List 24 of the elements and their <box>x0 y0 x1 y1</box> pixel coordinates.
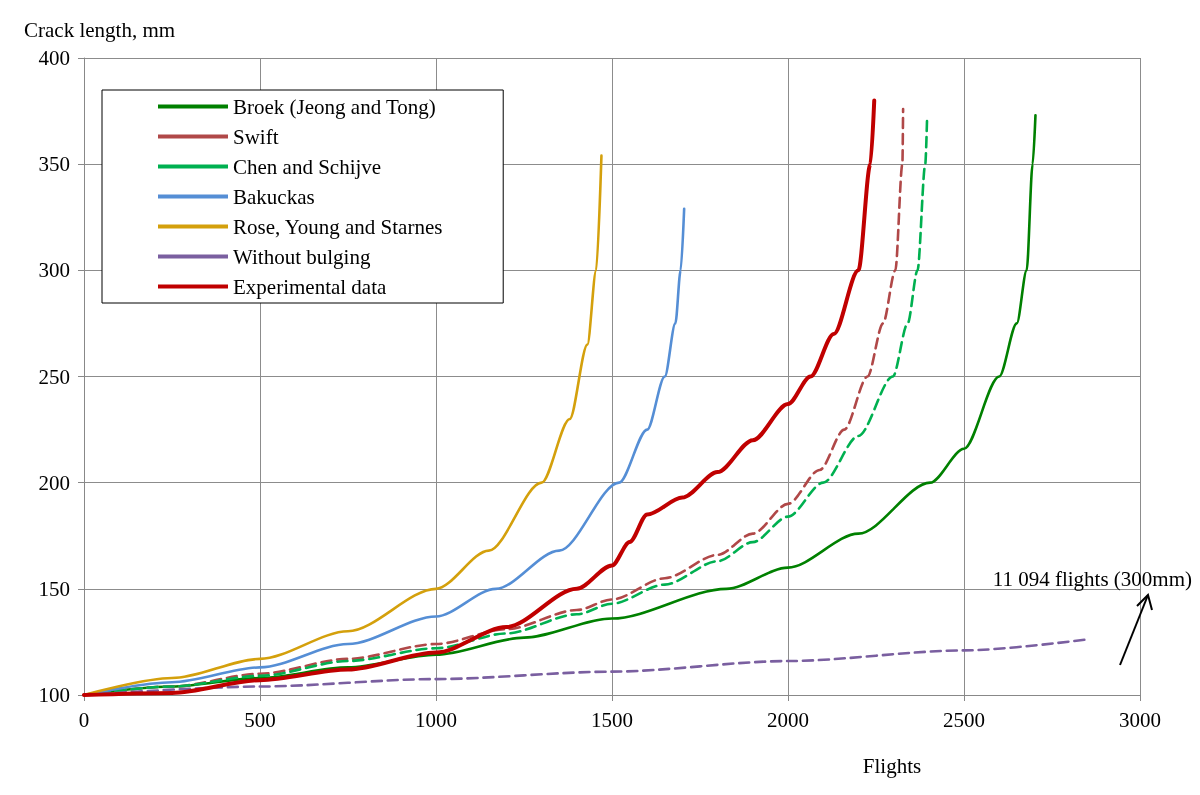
y-tick-label: 100 <box>38 683 70 707</box>
legend-label: Broek (Jeong and Tong) <box>233 94 436 119</box>
x-tick-label: 0 <box>78 707 90 732</box>
y-tick-label: 300 <box>38 258 70 283</box>
y-tick-label: 350 <box>38 152 70 177</box>
annotation: 11 094 flights (300mm) <box>992 566 1192 591</box>
y-tick-label: 400 <box>38 46 70 70</box>
x-tick-label: 3000 <box>1119 707 1161 732</box>
x-tick-label: 1500 <box>591 707 633 732</box>
y-axis-title: Crack length, mm <box>24 17 176 42</box>
legend-label: Experimental data <box>233 274 388 299</box>
legend-label: Rose, Young and Starnes <box>233 214 443 239</box>
legend-label: Swift <box>233 124 279 149</box>
x-tick-label: 1000 <box>415 707 457 732</box>
legend-label: Chen and Schijve <box>233 154 382 179</box>
legend-label: Bakuckas <box>233 184 315 209</box>
x-axis-title: Flights <box>862 753 922 778</box>
legend-label: Without bulging <box>233 244 371 269</box>
y-tick-label: 200 <box>38 470 70 495</box>
x-tick-label: 2000 <box>767 707 809 732</box>
y-tick-label: 250 <box>38 364 70 389</box>
y-tick-label: 150 <box>38 576 70 601</box>
x-tick-label: 2500 <box>943 707 985 732</box>
x-tick-label: 500 <box>244 707 276 732</box>
